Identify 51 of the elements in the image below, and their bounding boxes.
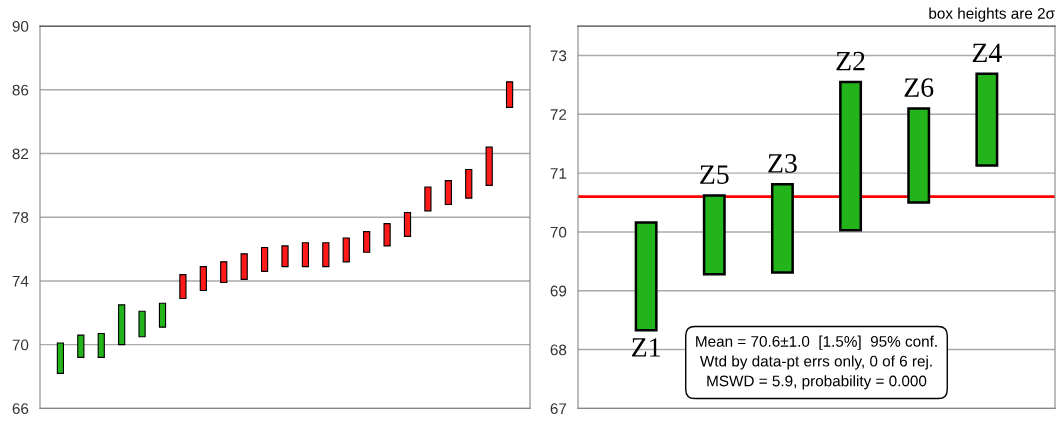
y-tick-label: 90	[12, 20, 29, 32]
bar	[383, 223, 391, 247]
y-tick-label: 71	[550, 168, 567, 179]
bar	[138, 310, 146, 338]
bar	[444, 180, 452, 206]
bar	[97, 332, 105, 358]
y-tick-label: 74	[12, 275, 29, 287]
chart-title: box heights are 2σ	[929, 7, 1055, 22]
bar	[281, 245, 289, 268]
annotation: Mean = 70.6±1.0 [1.5%] 95% conf. Wtd by data-pt errs only, 0 of 6 rej. MSWD = 5.9, probability = 0.000	[696, 335, 937, 390]
y-tick-label: 72	[550, 109, 567, 120]
x-tick-label: Z6	[904, 78, 934, 97]
x-tick-label: Z4	[972, 43, 1002, 62]
y-tick-label: 67	[550, 403, 567, 415]
bar	[634, 221, 658, 332]
bar	[363, 231, 371, 253]
y-tick-label: 86	[12, 84, 29, 96]
x-tick-label: Z1	[632, 338, 660, 357]
bar	[403, 211, 412, 237]
bar	[839, 80, 863, 232]
bar	[907, 107, 931, 204]
bar	[424, 186, 432, 212]
bar	[260, 246, 269, 272]
bar	[322, 242, 330, 268]
x-tick-label: Z2	[836, 51, 865, 71]
bar	[342, 237, 350, 263]
bar	[158, 302, 167, 328]
bar	[77, 334, 85, 358]
y-tick-label: 66	[12, 403, 29, 415]
y-tick-label: 68	[550, 344, 567, 356]
bar	[770, 183, 794, 274]
bar	[240, 253, 248, 280]
x-tick-label: Z5	[700, 165, 729, 184]
bar	[485, 146, 493, 186]
bar	[220, 261, 228, 284]
bar	[465, 168, 473, 199]
y-tick-label: 73	[550, 50, 567, 62]
bar	[199, 266, 207, 292]
bar	[505, 81, 514, 108]
y-tick-label: 78	[12, 212, 29, 223]
x-tick-label: Z3	[768, 154, 797, 173]
y-tick-label: 70	[12, 339, 29, 351]
bar	[118, 304, 126, 346]
y-tick-label: 70	[550, 226, 567, 238]
bar	[179, 274, 187, 300]
bar	[702, 194, 726, 276]
y-tick-label: 82	[12, 148, 29, 160]
bar	[301, 242, 310, 268]
bar	[56, 342, 65, 374]
bar	[975, 72, 999, 167]
y-tick-label: 69	[550, 285, 567, 297]
